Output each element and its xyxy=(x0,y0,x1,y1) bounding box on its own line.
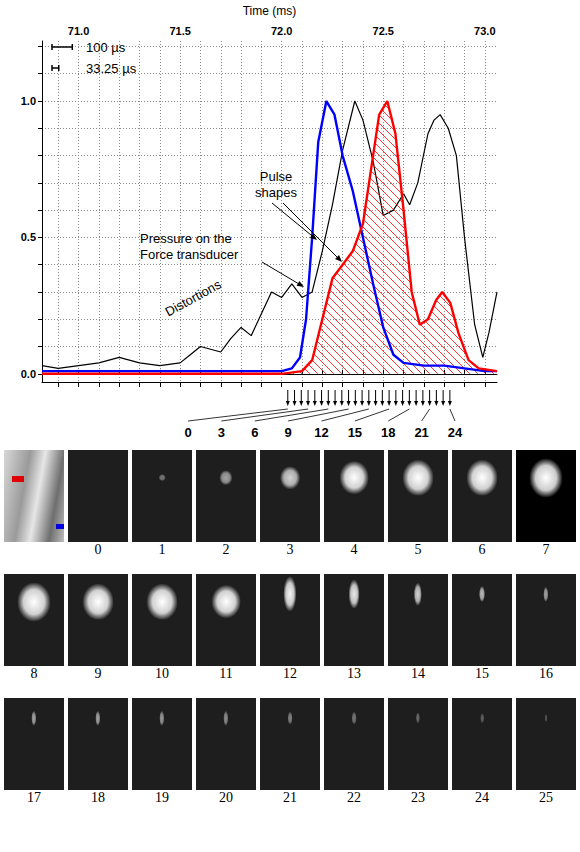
svg-text:15: 15 xyxy=(348,425,362,440)
svg-text:71.0: 71.0 xyxy=(68,25,89,37)
svg-text:72.5: 72.5 xyxy=(373,25,394,37)
svg-text:1.0: 1.0 xyxy=(21,95,36,107)
svg-text:73.0: 73.0 xyxy=(474,25,495,37)
svg-text:0.0: 0.0 xyxy=(21,368,36,380)
svg-text:12: 12 xyxy=(314,425,328,440)
svg-text:Distortions: Distortions xyxy=(162,276,224,319)
svg-text:21: 21 xyxy=(414,425,428,440)
html-text:18: 18 xyxy=(91,790,105,805)
html-text:1: 1 xyxy=(158,542,166,557)
html-text:7: 7 xyxy=(542,542,550,557)
html-text:2: 2 xyxy=(222,542,230,557)
html-text:12: 12 xyxy=(283,666,297,681)
html-text:16: 16 xyxy=(539,666,553,681)
svg-text:0: 0 xyxy=(184,425,191,440)
svg-text:33.25 µs: 33.25 µs xyxy=(86,61,137,76)
html-text:8: 8 xyxy=(30,666,38,681)
html-text:4: 4 xyxy=(350,542,358,557)
html-text:13: 13 xyxy=(347,666,361,681)
svg-text:0.5: 0.5 xyxy=(21,231,36,243)
html-text:21: 21 xyxy=(283,790,297,805)
html-text:0: 0 xyxy=(94,542,102,557)
html-text:15: 15 xyxy=(475,666,489,681)
html-text:14: 14 xyxy=(411,666,425,681)
svg-text:3: 3 xyxy=(218,425,225,440)
html-text:5: 5 xyxy=(414,542,422,557)
html-text:22: 22 xyxy=(347,790,361,805)
html-text:25: 25 xyxy=(539,790,553,805)
svg-text:Pressure on the: Pressure on the xyxy=(140,231,232,246)
svg-text:9: 9 xyxy=(285,425,292,440)
svg-text:6: 6 xyxy=(251,425,258,440)
svg-text:Time (ms): Time (ms) xyxy=(243,4,297,18)
svg-text:72.0: 72.0 xyxy=(271,25,292,37)
svg-text:100 µs: 100 µs xyxy=(86,40,126,55)
html-text:10: 10 xyxy=(155,666,169,681)
svg-text:Pulse: Pulse xyxy=(260,169,293,184)
html-text:11: 11 xyxy=(219,666,233,681)
html-text:9: 9 xyxy=(94,666,102,681)
svg-text:71.5: 71.5 xyxy=(169,25,190,37)
html-text:24: 24 xyxy=(475,790,489,805)
svg-text:18: 18 xyxy=(381,425,395,440)
svg-text:Force transducer: Force transducer xyxy=(140,247,239,262)
html-text:3: 3 xyxy=(286,542,294,557)
html-text:17: 17 xyxy=(27,790,41,805)
html-text:19: 19 xyxy=(155,790,169,805)
svg-text:shapes: shapes xyxy=(255,185,297,200)
html-text:6: 6 xyxy=(478,542,486,557)
html-text:23: 23 xyxy=(411,790,425,805)
svg-text:24: 24 xyxy=(448,425,463,440)
html-text:20: 20 xyxy=(219,790,233,805)
